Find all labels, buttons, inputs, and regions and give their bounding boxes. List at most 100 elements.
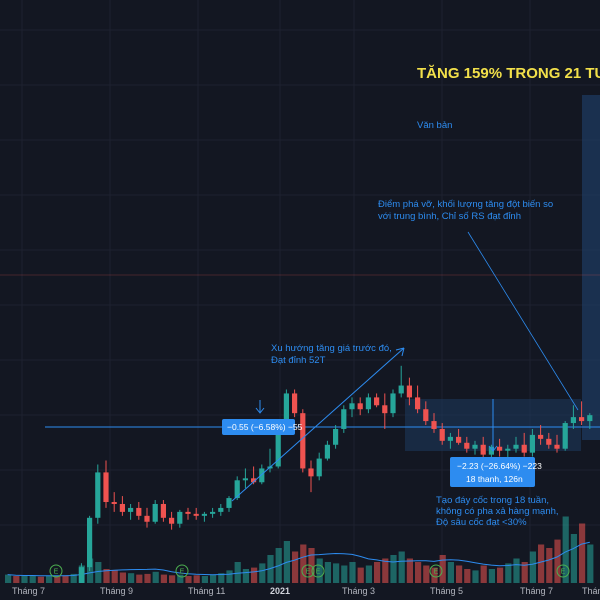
volume-bar-49 <box>406 558 413 583</box>
event-marker-0: E <box>49 564 63 578</box>
candle-body-38 <box>316 458 322 477</box>
volume-bar-7 <box>62 575 69 583</box>
candle-body-31 <box>259 468 265 483</box>
candle-body-48 <box>398 385 404 394</box>
volume-bar-57 <box>472 570 479 583</box>
volume-bar-42 <box>349 562 356 583</box>
volume-bar-53 <box>439 555 446 583</box>
candle-body-13 <box>111 502 117 504</box>
candle-body-21 <box>177 511 183 524</box>
candle-body-18 <box>152 503 158 522</box>
event-marker-label-0: E <box>54 569 59 576</box>
volume-bar-32 <box>267 555 274 583</box>
breakout-highlight-box <box>582 95 600 440</box>
volume-bar-59 <box>488 569 495 583</box>
volume-bar-12 <box>103 569 110 583</box>
chart-title: TĂNG 159% TRONG 21 TU <box>417 65 600 82</box>
candle-body-15 <box>128 507 134 512</box>
volume-bar-56 <box>464 569 471 583</box>
volume-bar-13 <box>111 570 118 583</box>
volume-bar-70 <box>579 523 586 583</box>
text-placeholder: Văn bản <box>417 120 452 131</box>
candle-body-53 <box>439 428 445 441</box>
volume-bar-20 <box>169 575 176 583</box>
volume-bar-29 <box>242 569 249 583</box>
uptrend-annotation-line-2: Đạt đỉnh 52T <box>271 355 326 366</box>
candle-body-50 <box>415 397 421 410</box>
candle-body-41 <box>341 409 347 429</box>
volume-bar-5 <box>46 576 53 583</box>
volume-bar-44 <box>365 565 372 583</box>
event-marker-circle-1 <box>175 564 189 578</box>
event-marker-1: E <box>175 564 189 578</box>
candle-body-25 <box>210 511 216 514</box>
volume-bar-60 <box>497 567 504 583</box>
candle-body-67 <box>554 444 560 449</box>
volume-bar-67 <box>554 539 561 583</box>
x-tick-3: 2021 <box>270 586 290 596</box>
volume-bar-55 <box>456 565 463 583</box>
volume-bar-18 <box>152 571 159 583</box>
event-marker-2: E <box>301 564 315 578</box>
candle-body-52 <box>431 421 437 429</box>
grid-lines <box>0 0 600 583</box>
candle-body-35 <box>292 393 298 414</box>
candle-body-69 <box>570 417 576 424</box>
volume-bar-0 <box>5 574 12 583</box>
volume-bar-35 <box>292 551 299 583</box>
cup-measure-arrowhead <box>488 445 498 452</box>
volume-bar-19 <box>160 574 167 583</box>
event-marker-label-2: E <box>306 569 311 576</box>
volume-bar-61 <box>505 563 512 583</box>
candle-body-24 <box>201 513 207 516</box>
volume-bar-68 <box>562 516 569 583</box>
volume-bar-71 <box>587 544 594 583</box>
x-axis: Tháng 7 Tháng 9 Tháng 11 2021 Tháng 3 Th… <box>0 583 600 600</box>
volume-bar-14 <box>119 572 126 583</box>
left-measure-text: −0.55 (−6.58%) −55 <box>227 422 303 432</box>
candle-body-20 <box>169 517 175 524</box>
volume-bar-64 <box>529 551 536 583</box>
volume-bar-40 <box>333 563 340 583</box>
volume-bar-47 <box>390 555 397 583</box>
candle-body-17 <box>144 515 150 522</box>
candle-body-59 <box>488 446 494 455</box>
volume-bar-25 <box>210 574 217 583</box>
candle-body-23 <box>193 513 199 516</box>
cup-measure-label: −2.23 (−26.64%) −223 18 thanh, 126n <box>450 457 542 487</box>
candle-body-36 <box>300 413 306 469</box>
candle-body-63 <box>521 444 527 453</box>
volume-bar-23 <box>193 575 200 583</box>
breakout-annotation-line-1: Điểm phá vỡ, khối lượng tăng đột biến so <box>378 199 553 210</box>
event-marker-circle-5 <box>556 564 570 578</box>
volume-bar-54 <box>447 562 454 583</box>
candle-body-29 <box>242 478 248 481</box>
candle-body-45 <box>374 397 380 406</box>
event-marker-label-4: E <box>434 569 439 576</box>
volume-bar-41 <box>341 565 348 583</box>
candle-body-68 <box>562 423 568 449</box>
uptrend-arrowhead <box>395 347 405 357</box>
volume-bar-58 <box>480 565 487 583</box>
volume-bar-28 <box>234 562 241 583</box>
volume-bar-26 <box>218 573 225 583</box>
volume-bar-65 <box>538 544 545 583</box>
candle-body-61 <box>505 448 511 451</box>
volume-bar-37 <box>308 548 315 583</box>
volume-bar-69 <box>570 534 577 583</box>
candle-body-27 <box>226 498 232 508</box>
volume-bar-15 <box>128 573 135 583</box>
event-marker-circle-2 <box>301 564 315 578</box>
volume-bar-48 <box>398 551 405 583</box>
cup-annotation-line-3: Độ sâu cốc đạt <30% <box>436 517 527 528</box>
breakout-pointer <box>467 231 579 411</box>
volume-bar-30 <box>251 567 258 583</box>
x-tick-7: Tháng 9 <box>582 586 600 596</box>
volume-bar-31 <box>259 563 266 583</box>
candle-body-47 <box>390 393 396 414</box>
candle-body-65 <box>538 434 544 439</box>
candle-body-62 <box>513 444 519 449</box>
candle-body-30 <box>251 478 257 483</box>
